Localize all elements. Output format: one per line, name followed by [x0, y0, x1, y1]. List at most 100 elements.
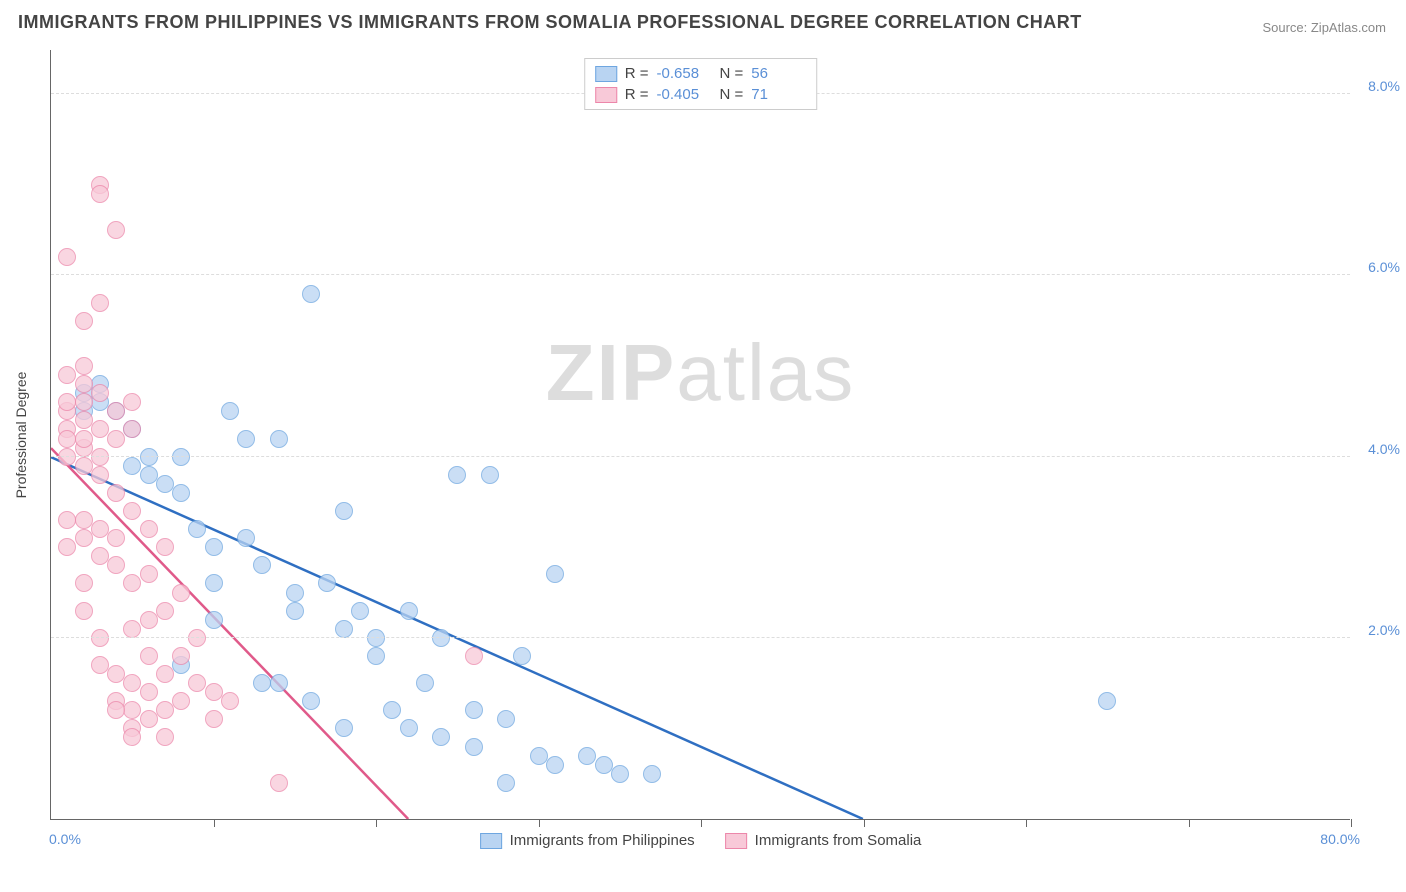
- scatter-point: [205, 611, 223, 629]
- scatter-point: [335, 502, 353, 520]
- scatter-point: [140, 710, 158, 728]
- scatter-point: [107, 529, 125, 547]
- trend-line: [51, 457, 863, 819]
- scatter-point: [465, 647, 483, 665]
- r-value: -0.658: [657, 65, 712, 82]
- scatter-point: [221, 692, 239, 710]
- watermark-atlas: atlas: [676, 328, 855, 417]
- scatter-point: [107, 402, 125, 420]
- scatter-point: [123, 420, 141, 438]
- correlation-legend-row: R =-0.658N =56: [595, 63, 807, 84]
- scatter-point: [123, 574, 141, 592]
- watermark-zip: ZIP: [546, 328, 676, 417]
- scatter-point: [107, 484, 125, 502]
- scatter-point: [546, 565, 564, 583]
- scatter-point: [221, 402, 239, 420]
- scatter-point: [58, 538, 76, 556]
- scatter-point: [318, 574, 336, 592]
- scatter-point: [140, 647, 158, 665]
- scatter-point: [270, 430, 288, 448]
- y-tick-label: 8.0%: [1368, 78, 1400, 94]
- scatter-point: [188, 520, 206, 538]
- x-tick: [864, 819, 865, 827]
- series-name: Immigrants from Somalia: [755, 832, 922, 849]
- scatter-point: [156, 538, 174, 556]
- x-axis-max-label: 80.0%: [1320, 831, 1360, 847]
- source-citation: Source: ZipAtlas.com: [1262, 20, 1386, 35]
- scatter-point: [91, 420, 109, 438]
- scatter-point: [123, 674, 141, 692]
- scatter-point: [156, 602, 174, 620]
- scatter-point: [383, 701, 401, 719]
- scatter-point: [205, 538, 223, 556]
- x-tick: [214, 819, 215, 827]
- scatter-point: [172, 692, 190, 710]
- r-label: R =: [625, 65, 649, 82]
- x-tick: [1189, 819, 1190, 827]
- scatter-point: [253, 556, 271, 574]
- scatter-point: [156, 728, 174, 746]
- scatter-point: [91, 466, 109, 484]
- scatter-point: [140, 611, 158, 629]
- y-tick-label: 4.0%: [1368, 441, 1400, 457]
- scatter-point: [367, 647, 385, 665]
- gridline: [51, 274, 1350, 275]
- x-tick: [1351, 819, 1352, 827]
- scatter-point: [156, 475, 174, 493]
- source-label: Source:: [1262, 20, 1310, 35]
- n-value: 56: [751, 65, 806, 82]
- scatter-point: [400, 719, 418, 737]
- scatter-point: [188, 674, 206, 692]
- correlation-legend-row: R =-0.405N =71: [595, 84, 807, 105]
- scatter-point: [91, 547, 109, 565]
- chart-title: IMMIGRANTS FROM PHILIPPINES VS IMMIGRANT…: [18, 12, 1082, 33]
- scatter-point: [140, 683, 158, 701]
- scatter-point: [75, 430, 93, 448]
- scatter-point: [58, 448, 76, 466]
- scatter-point: [91, 629, 109, 647]
- scatter-point: [611, 765, 629, 783]
- scatter-point: [58, 366, 76, 384]
- series-legend-item: Immigrants from Philippines: [480, 832, 695, 849]
- scatter-point: [58, 248, 76, 266]
- x-tick: [1026, 819, 1027, 827]
- scatter-point: [286, 602, 304, 620]
- scatter-point: [91, 384, 109, 402]
- y-axis-title: Professional Degree: [13, 371, 29, 498]
- y-tick-label: 2.0%: [1368, 622, 1400, 638]
- scatter-point: [156, 701, 174, 719]
- scatter-point: [75, 511, 93, 529]
- scatter-point: [335, 620, 353, 638]
- scatter-point: [237, 430, 255, 448]
- scatter-point: [416, 674, 434, 692]
- source-value: ZipAtlas.com: [1311, 20, 1386, 35]
- scatter-point: [58, 511, 76, 529]
- y-tick-label: 6.0%: [1368, 259, 1400, 275]
- scatter-point: [75, 312, 93, 330]
- scatter-point: [123, 620, 141, 638]
- scatter-point: [172, 448, 190, 466]
- x-tick: [701, 819, 702, 827]
- scatter-point: [481, 466, 499, 484]
- scatter-point: [237, 529, 255, 547]
- scatter-point: [432, 629, 450, 647]
- scatter-point: [75, 357, 93, 375]
- scatter-point: [91, 294, 109, 312]
- x-tick: [376, 819, 377, 827]
- scatter-point: [123, 502, 141, 520]
- scatter-point: [205, 683, 223, 701]
- scatter-point: [123, 393, 141, 411]
- r-label: R =: [625, 86, 649, 103]
- scatter-point: [91, 448, 109, 466]
- series-legend: Immigrants from Philippines Immigrants fr…: [480, 832, 922, 849]
- scatter-point: [286, 584, 304, 602]
- x-tick: [539, 819, 540, 827]
- scatter-point: [546, 756, 564, 774]
- legend-swatch: [480, 833, 502, 849]
- scatter-point: [367, 629, 385, 647]
- scatter-point: [107, 221, 125, 239]
- scatter-point: [140, 565, 158, 583]
- scatter-point: [643, 765, 661, 783]
- scatter-point: [172, 584, 190, 602]
- scatter-point: [448, 466, 466, 484]
